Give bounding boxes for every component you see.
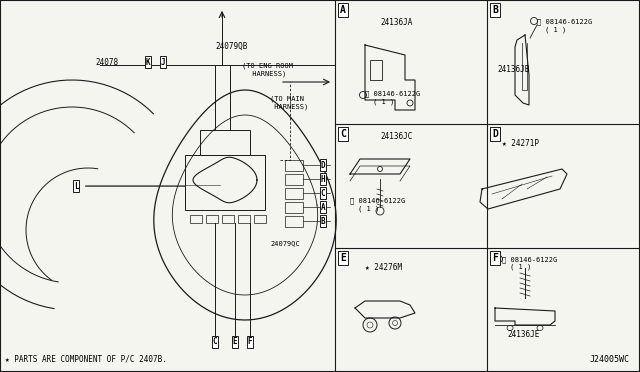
Text: D: D [492,129,498,139]
Text: C: C [212,337,218,346]
Bar [200,130,250,155]
Bar [254,215,266,223]
Text: Ⓑ 08146-6122G: Ⓑ 08146-6122G [350,197,405,203]
Ellipse shape [363,318,377,332]
Text: K: K [146,58,150,67]
Text: J24005WC: J24005WC [590,355,630,364]
Text: C: C [340,129,346,139]
Ellipse shape [360,92,367,99]
Ellipse shape [507,326,513,330]
Text: B: B [321,217,325,225]
Text: J: J [161,58,165,67]
Text: 24136JA: 24136JA [380,18,412,27]
Text: C: C [321,189,325,198]
Text: D: D [321,160,325,170]
Text: (TO MAIN: (TO MAIN [270,95,304,102]
Text: ( 1 ): ( 1 ) [373,98,394,105]
Text: 24136JC: 24136JC [380,132,412,141]
Text: ( 1 ): ( 1 ) [510,264,531,270]
Ellipse shape [392,321,397,326]
Text: F: F [248,337,252,346]
Bar [185,155,265,210]
Ellipse shape [389,317,401,329]
Bar [285,202,303,213]
Ellipse shape [531,17,538,25]
Bar [285,174,303,185]
Text: 24078: 24078 [95,58,118,67]
Text: ★ 24271P: ★ 24271P [502,139,539,148]
Text: 24136JB: 24136JB [497,65,529,74]
Text: L: L [74,182,78,190]
Text: HARNESS): HARNESS) [248,70,286,77]
Text: A: A [321,202,325,212]
Text: ( 1 ): ( 1 ) [545,26,566,32]
Text: Ⓑ 08146-6122G: Ⓑ 08146-6122G [365,90,420,97]
Ellipse shape [537,326,543,330]
Text: E: E [233,337,237,346]
Ellipse shape [378,167,383,171]
Ellipse shape [495,256,502,263]
Text: H: H [321,174,325,183]
Text: ★ PARTS ARE COMPONENT OF P/C 2407B.: ★ PARTS ARE COMPONENT OF P/C 2407B. [5,355,167,364]
Ellipse shape [376,207,384,215]
Text: F: F [492,253,498,263]
Bar [206,215,218,223]
Bar [238,215,250,223]
Text: B: B [492,5,498,15]
Text: (TO ENG ROOM: (TO ENG ROOM [242,62,293,68]
Text: 24079QC: 24079QC [270,240,300,246]
Text: A: A [340,5,346,15]
Bar [285,188,303,199]
Text: Ⓑ 08146-6122G: Ⓑ 08146-6122G [537,18,592,25]
Text: E: E [340,253,346,263]
Ellipse shape [367,322,373,328]
Bar [285,160,303,171]
Text: ( 1 ): ( 1 ) [358,205,380,212]
Text: Ⓑ 08146-6122G: Ⓑ 08146-6122G [502,256,557,263]
Text: ★ 24276M: ★ 24276M [365,263,402,272]
Bar [285,216,303,227]
Bar [370,60,382,80]
Text: HARNESS): HARNESS) [270,103,308,109]
Bar [190,215,202,223]
Bar [222,215,234,223]
Text: 24136JE: 24136JE [507,330,540,339]
Text: 24079QB: 24079QB [215,42,248,51]
Ellipse shape [407,100,413,106]
